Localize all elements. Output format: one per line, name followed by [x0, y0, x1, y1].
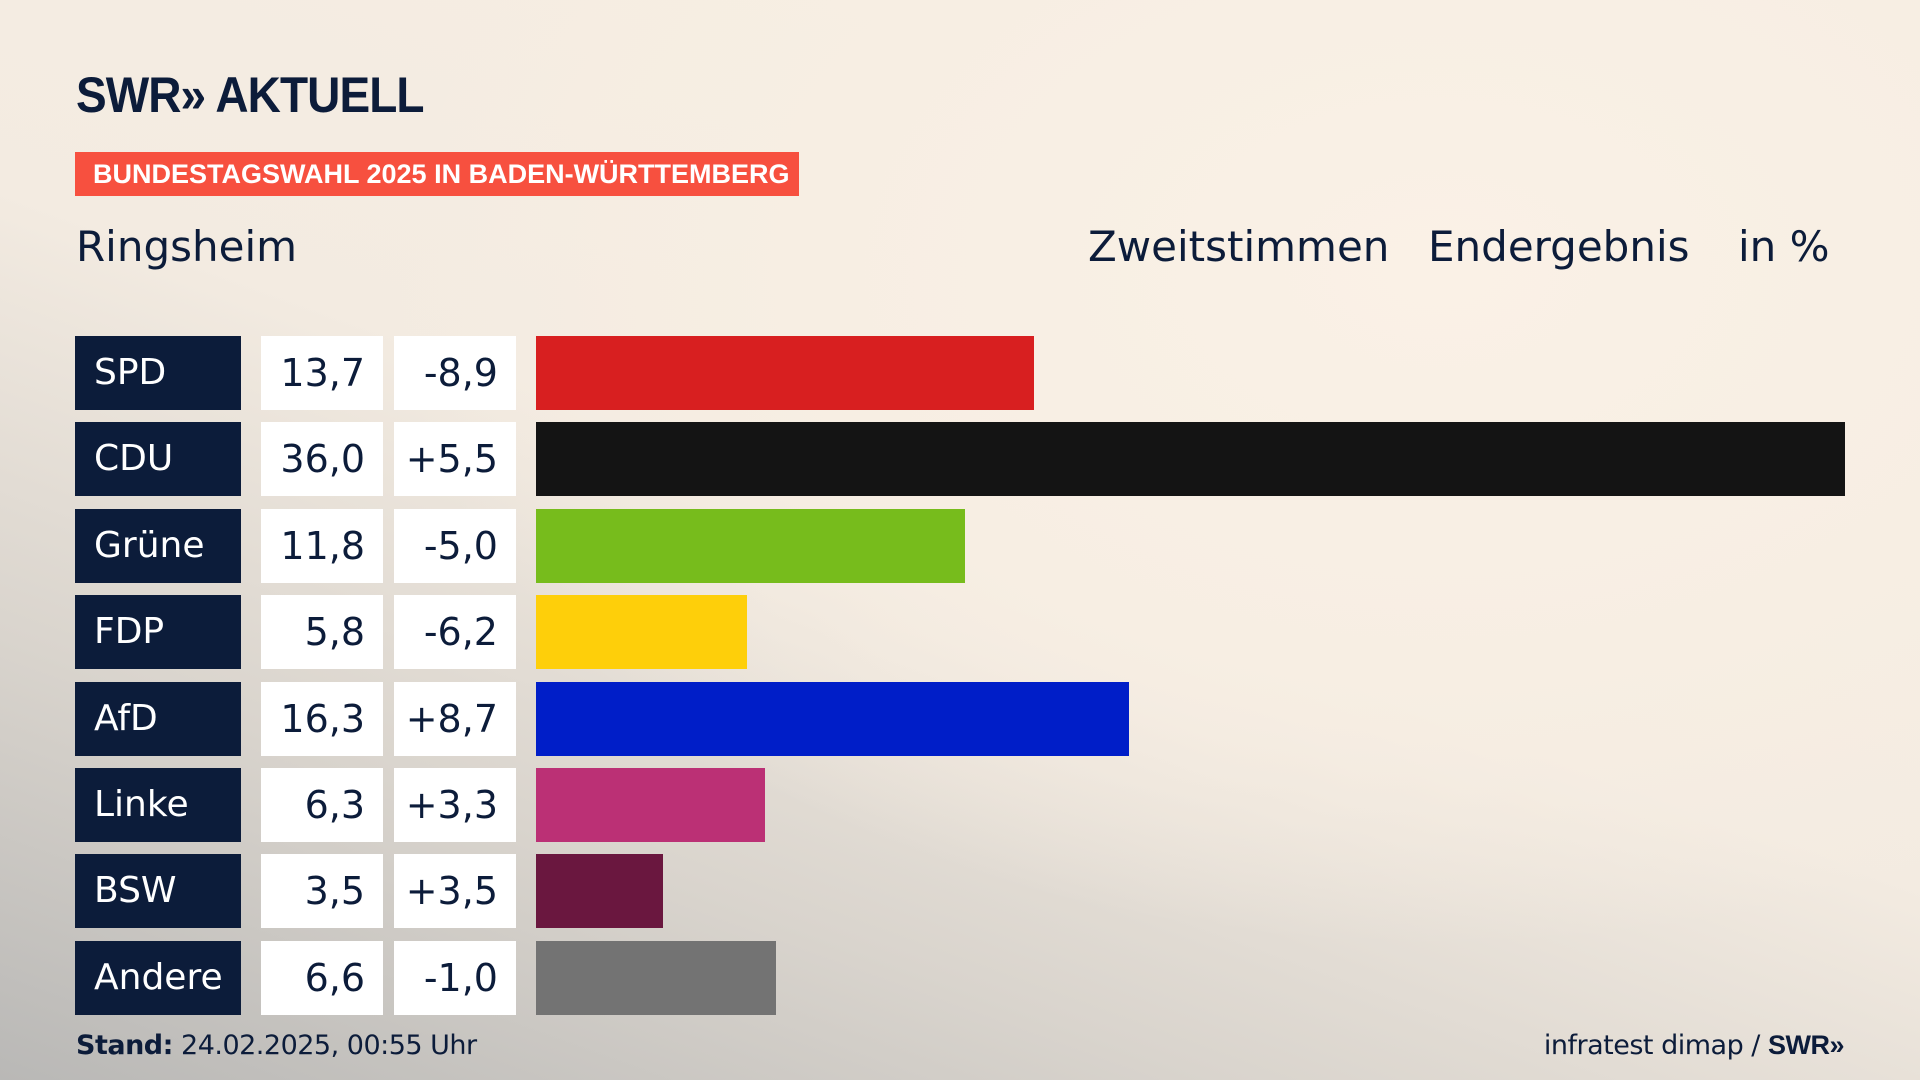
- place-title: Ringsheim: [76, 222, 298, 271]
- party-label: Linke: [75, 768, 241, 842]
- party-label: Andere: [75, 940, 241, 1015]
- party-label: CDU: [75, 422, 241, 497]
- party-label: BSW: [75, 854, 241, 929]
- party-label: AfD: [75, 681, 241, 756]
- value-label: 16,3: [261, 681, 383, 756]
- bar: [536, 768, 766, 842]
- stand-value: 24.02.2025, 00:55 Uhr: [181, 1030, 477, 1061]
- diff-label: +5,5: [394, 422, 516, 497]
- diff-label: +3,5: [394, 854, 516, 929]
- value-label: 3,5: [261, 854, 383, 929]
- party-row: FDP 5,8 -6,2: [75, 595, 1875, 670]
- party-row: CDU 36,0 +5,5: [75, 422, 1875, 497]
- source: infratest dimap / SWR»: [1543, 1030, 1845, 1061]
- bar: [536, 940, 776, 1015]
- party-label: Grüne: [75, 508, 241, 583]
- bar: [536, 422, 1845, 497]
- party-row: AfD 16,3 +8,7: [75, 681, 1875, 756]
- stand-label: Stand:: [76, 1030, 173, 1061]
- value-label: 6,3: [261, 768, 383, 842]
- value-label: 11,8: [261, 508, 383, 583]
- party-label: SPD: [75, 336, 241, 410]
- swr-aktuell-logo: SWR» AKTUELL: [76, 67, 424, 123]
- diff-label: +8,7: [394, 681, 516, 756]
- diff-label: +3,3: [394, 768, 516, 842]
- value-label: 5,8: [261, 595, 383, 670]
- swr-logo: SWR»: [1767, 1030, 1845, 1060]
- election-banner: BUNDESTAGSWAHL 2025 IN BADEN-WÜRTTEMBERG: [75, 152, 799, 196]
- party-row: Grüne 11,8 -5,0: [75, 508, 1875, 583]
- diff-label: -8,9: [394, 336, 516, 410]
- party-row: Linke 6,3 +3,3: [75, 768, 1875, 842]
- bar: [536, 336, 1035, 410]
- source-text: infratest dimap /: [1543, 1030, 1768, 1061]
- party-label: FDP: [75, 595, 241, 670]
- diff-label: -6,2: [394, 595, 516, 670]
- party-row: BSW 3,5 +3,5: [75, 854, 1875, 929]
- value-label: 36,0: [261, 422, 383, 497]
- result-type-label: Endergebnis: [1428, 222, 1690, 271]
- diff-label: -1,0: [394, 940, 516, 1015]
- bar: [536, 681, 1129, 756]
- bar: [536, 595, 747, 670]
- bar: [536, 508, 966, 583]
- value-label: 6,6: [261, 940, 383, 1015]
- bar: [536, 854, 664, 929]
- vote-type-label: Zweitstimmen: [1088, 222, 1390, 271]
- party-row: Andere 6,6 -1,0: [75, 940, 1875, 1015]
- timestamp: Stand: 24.02.2025, 00:55 Uhr: [76, 1030, 477, 1061]
- party-row: SPD 13,7 -8,9: [75, 336, 1875, 410]
- unit-label: in %: [1738, 222, 1830, 271]
- diff-label: -5,0: [394, 508, 516, 583]
- value-label: 13,7: [261, 336, 383, 410]
